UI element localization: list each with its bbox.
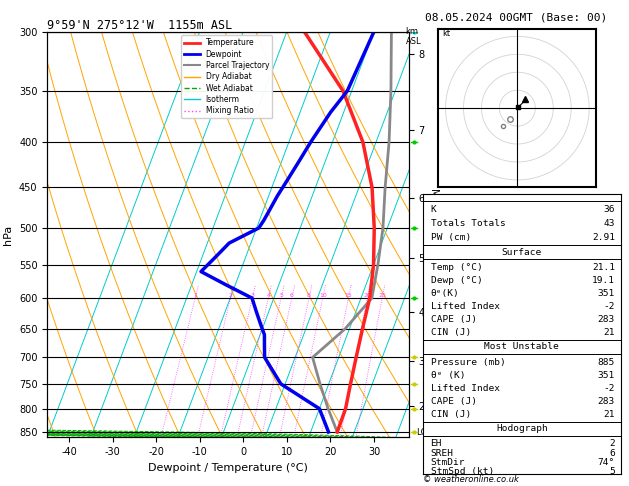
Text: 43: 43 xyxy=(603,219,615,228)
Text: 6: 6 xyxy=(290,293,294,298)
Text: 2: 2 xyxy=(228,293,233,298)
Text: 19.1: 19.1 xyxy=(592,276,615,285)
Text: SREH: SREH xyxy=(431,449,454,458)
Text: 9°59'N 275°12'W  1155m ASL: 9°59'N 275°12'W 1155m ASL xyxy=(47,18,233,32)
Text: Temp (°C): Temp (°C) xyxy=(431,262,482,272)
Text: 5: 5 xyxy=(609,468,615,476)
Text: CIN (J): CIN (J) xyxy=(431,328,471,337)
Text: 15: 15 xyxy=(345,293,352,298)
Text: CAPE (J): CAPE (J) xyxy=(431,315,477,324)
Text: 36: 36 xyxy=(603,205,615,214)
Text: Pressure (mb): Pressure (mb) xyxy=(431,358,505,366)
Y-axis label: hPa: hPa xyxy=(3,225,13,244)
Text: Lifted Index: Lifted Index xyxy=(431,302,499,311)
Text: 8: 8 xyxy=(307,293,311,298)
Text: kt: kt xyxy=(442,29,450,38)
Text: Most Unstable: Most Unstable xyxy=(484,342,559,351)
Text: 4: 4 xyxy=(266,293,270,298)
Text: StmDir: StmDir xyxy=(431,458,465,467)
Text: 2.91: 2.91 xyxy=(592,233,615,242)
Legend: Temperature, Dewpoint, Parcel Trajectory, Dry Adiabat, Wet Adiabat, Isotherm, Mi: Temperature, Dewpoint, Parcel Trajectory… xyxy=(181,35,272,118)
Text: 1: 1 xyxy=(193,293,197,298)
Text: LCL: LCL xyxy=(416,428,431,436)
Text: 25: 25 xyxy=(378,293,386,298)
Text: -2: -2 xyxy=(603,302,615,311)
Text: PW (cm): PW (cm) xyxy=(431,233,471,242)
Text: 885: 885 xyxy=(598,358,615,366)
Text: StmSpd (kt): StmSpd (kt) xyxy=(431,468,494,476)
Text: 351: 351 xyxy=(598,371,615,380)
Text: θᵉ(K): θᵉ(K) xyxy=(431,289,459,297)
Text: 5: 5 xyxy=(279,293,283,298)
Text: 21.1: 21.1 xyxy=(592,262,615,272)
Text: 351: 351 xyxy=(598,289,615,297)
Text: EH: EH xyxy=(431,439,442,449)
Y-axis label: Mixing Ratio (g/kg): Mixing Ratio (g/kg) xyxy=(429,189,438,280)
Text: 283: 283 xyxy=(598,315,615,324)
Text: K: K xyxy=(431,205,437,214)
Text: Hodograph: Hodograph xyxy=(496,424,548,434)
Text: 283: 283 xyxy=(598,397,615,406)
Text: 21: 21 xyxy=(603,328,615,337)
Text: 6: 6 xyxy=(609,449,615,458)
Text: 74°: 74° xyxy=(598,458,615,467)
Text: 2: 2 xyxy=(609,439,615,449)
Text: Dewp (°C): Dewp (°C) xyxy=(431,276,482,285)
Text: km
ASL: km ASL xyxy=(406,27,421,46)
Text: -2: -2 xyxy=(603,383,615,393)
Text: θᵉ (K): θᵉ (K) xyxy=(431,371,465,380)
Text: 3: 3 xyxy=(250,293,254,298)
Text: Totals Totals: Totals Totals xyxy=(431,219,505,228)
Text: 21: 21 xyxy=(603,410,615,419)
Text: 08.05.2024 00GMT (Base: 00): 08.05.2024 00GMT (Base: 00) xyxy=(425,12,607,22)
Text: Lifted Index: Lifted Index xyxy=(431,383,499,393)
X-axis label: Dewpoint / Temperature (°C): Dewpoint / Temperature (°C) xyxy=(148,463,308,473)
Text: © weatheronline.co.uk: © weatheronline.co.uk xyxy=(423,474,518,484)
Text: 10: 10 xyxy=(319,293,326,298)
Text: CIN (J): CIN (J) xyxy=(431,410,471,419)
Text: 20: 20 xyxy=(364,293,371,298)
Text: Surface: Surface xyxy=(502,248,542,257)
Text: CAPE (J): CAPE (J) xyxy=(431,397,477,406)
